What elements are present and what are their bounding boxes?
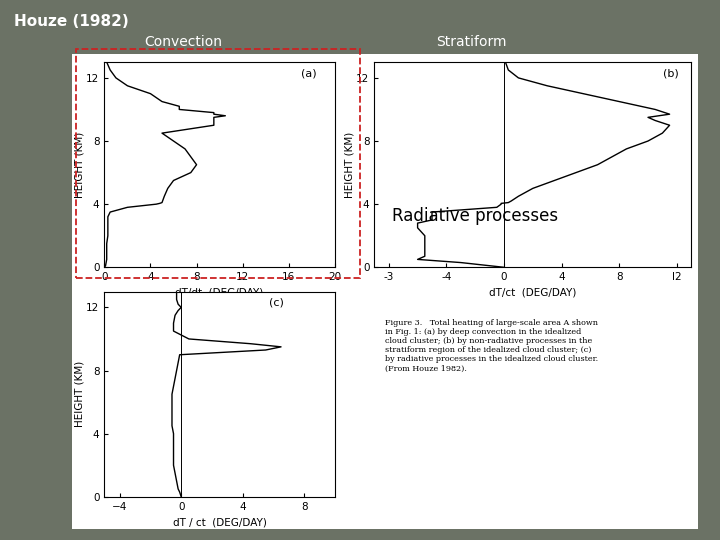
Text: Stratiform: Stratiform xyxy=(436,35,507,49)
Text: Radiative processes: Radiative processes xyxy=(392,207,558,225)
Text: Convection: Convection xyxy=(145,35,222,49)
Text: Figure 3.   Total heating of large-scale area A shown
in Fig. 1: (a) by deep con: Figure 3. Total heating of large-scale a… xyxy=(385,319,598,373)
X-axis label: dT / ct  (DEG/DAY): dT / ct (DEG/DAY) xyxy=(173,517,266,527)
Text: (a): (a) xyxy=(301,68,316,78)
Y-axis label: HEIGHT (KM): HEIGHT (KM) xyxy=(75,132,85,198)
Y-axis label: HEIGHT (KM): HEIGHT (KM) xyxy=(345,132,355,198)
Text: (b): (b) xyxy=(663,68,678,78)
X-axis label: dT/dt  (DEG/DAY): dT/dt (DEG/DAY) xyxy=(176,288,264,298)
Text: Houze (1982): Houze (1982) xyxy=(14,14,129,29)
Text: (c): (c) xyxy=(269,298,284,308)
Y-axis label: HEIGHT (KM): HEIGHT (KM) xyxy=(75,361,85,427)
X-axis label: dT/ct  (DEG/DAY): dT/ct (DEG/DAY) xyxy=(489,288,577,298)
